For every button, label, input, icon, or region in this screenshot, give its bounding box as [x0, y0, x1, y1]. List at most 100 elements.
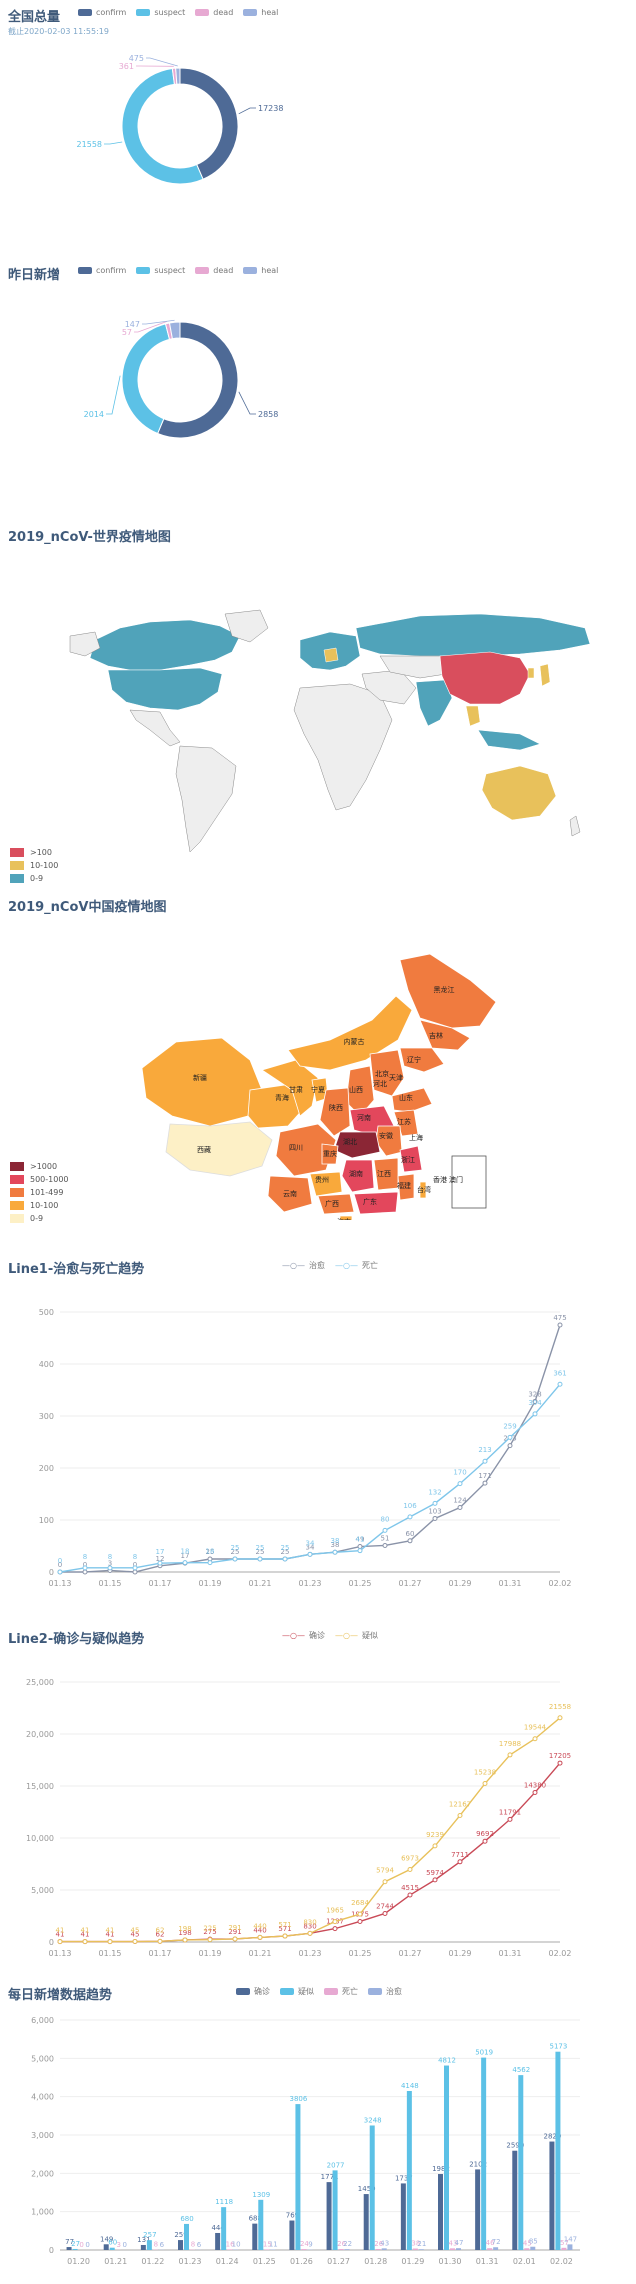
series-line-确诊[interactable]: [60, 1762, 561, 1943]
map-region-germany[interactable]: [323, 647, 339, 663]
data-point[interactable]: [507, 1443, 513, 1449]
legend-item-heal[interactable]: heal: [243, 266, 278, 275]
data-point[interactable]: [557, 1322, 563, 1328]
map-region-yunnan[interactable]: [267, 1175, 313, 1213]
data-point[interactable]: [332, 1549, 338, 1555]
map-region-greenland[interactable]: [224, 609, 269, 643]
bar-治愈[interactable]: [567, 2244, 573, 2250]
data-point[interactable]: [532, 1736, 538, 1742]
legend-item-dead[interactable]: dead: [195, 266, 233, 275]
map-region-australia[interactable]: [481, 765, 557, 821]
bar-治愈[interactable]: [344, 2249, 350, 2250]
map-region-alaska[interactable]: [69, 631, 101, 657]
legend-item-confirm[interactable]: confirm: [78, 8, 126, 17]
data-point[interactable]: [407, 1866, 413, 1872]
map-region-guangdong[interactable]: [353, 1191, 399, 1215]
data-point[interactable]: [457, 1505, 463, 1511]
legend-item-confirm[interactable]: —○— 确诊: [282, 1631, 325, 1640]
map-region-hainan[interactable]: [339, 1215, 353, 1220]
map-region-shandong[interactable]: [391, 1087, 433, 1113]
data-point[interactable]: [457, 1481, 463, 1487]
map-region-canada[interactable]: [89, 619, 241, 671]
bar-疑似[interactable]: [72, 2248, 78, 2250]
bar-确诊[interactable]: [289, 2220, 295, 2250]
bar-死亡[interactable]: [487, 2248, 493, 2250]
legend-item-suspect[interactable]: 疑似: [280, 1986, 314, 1997]
bar-确诊[interactable]: [438, 2174, 443, 2250]
data-point[interactable]: [332, 1919, 338, 1925]
donut-slice-suspect[interactable]: [121, 67, 204, 185]
legend-item-suspect[interactable]: suspect: [136, 266, 185, 275]
line1-legend[interactable]: —○— 治愈 —○— 死亡: [282, 1260, 378, 1271]
bar-确诊[interactable]: [549, 2141, 555, 2250]
china-legend-1[interactable]: >1000: [10, 1160, 69, 1173]
bar-治愈[interactable]: [493, 2247, 499, 2250]
bar-死亡[interactable]: [338, 2249, 344, 2250]
data-point[interactable]: [357, 1911, 363, 1917]
legend-item-heal[interactable]: —○— 治愈: [282, 1261, 325, 1270]
bar-疑似[interactable]: [444, 2065, 449, 2250]
data-point[interactable]: [357, 1548, 363, 1554]
data-point[interactable]: [257, 1556, 263, 1562]
data-point[interactable]: [482, 1838, 488, 1844]
map-region-africa[interactable]: [293, 683, 393, 811]
bar-确诊[interactable]: [103, 2244, 109, 2250]
data-point[interactable]: [107, 1565, 113, 1571]
data-point[interactable]: [57, 1569, 63, 1575]
world-legend-low[interactable]: 0-9: [10, 872, 58, 885]
data-point[interactable]: [57, 1939, 63, 1945]
world-map[interactable]: [0, 570, 636, 870]
china-legend-5[interactable]: 0-9: [10, 1212, 69, 1225]
map-region-china[interactable]: [439, 651, 531, 705]
data-point[interactable]: [407, 1892, 413, 1898]
donut-slice-confirm[interactable]: [156, 321, 239, 439]
bar-确诊[interactable]: [512, 2150, 518, 2250]
data-point[interactable]: [232, 1556, 238, 1562]
bar-死亡[interactable]: [561, 2247, 567, 2250]
map-region-xizang[interactable]: [165, 1121, 273, 1177]
data-point[interactable]: [307, 1551, 313, 1557]
map-region-usa[interactable]: [107, 667, 223, 711]
data-point[interactable]: [557, 1715, 563, 1721]
data-point[interactable]: [357, 1918, 363, 1924]
data-point[interactable]: [182, 1560, 188, 1566]
bar-死亡[interactable]: [412, 2248, 418, 2250]
legend-item-confirm[interactable]: confirm: [78, 266, 126, 275]
data-point[interactable]: [82, 1565, 88, 1571]
bar-确诊[interactable]: [252, 2223, 258, 2250]
bar-确诊[interactable]: [140, 2244, 146, 2250]
map-region-south-america[interactable]: [175, 745, 237, 853]
bar-治愈[interactable]: [418, 2249, 424, 2250]
bar-疑似[interactable]: [369, 2125, 375, 2250]
line2-chart[interactable]: 0 5,000 10,000 15,000 20,000 25,000 01.13 01.15…: [0, 1642, 636, 1972]
daily-legend[interactable]: 确诊 疑似 死亡 治愈: [236, 1986, 402, 1997]
map-region-jilin[interactable]: [419, 1019, 471, 1051]
data-point[interactable]: [482, 1458, 488, 1464]
bar-确诊[interactable]: [215, 2232, 221, 2250]
donut-slice-confirm[interactable]: [179, 67, 239, 180]
map-region-new-zealand[interactable]: [569, 815, 581, 837]
map-region-russia[interactable]: [355, 613, 591, 657]
bar-疑似[interactable]: [555, 2051, 561, 2250]
bar-死亡[interactable]: [450, 2248, 455, 2250]
data-point[interactable]: [457, 1812, 463, 1818]
yesterday-legend[interactable]: confirm suspect dead heal: [78, 266, 278, 275]
data-point[interactable]: [107, 1939, 113, 1945]
map-region-neimenggu[interactable]: [287, 995, 413, 1071]
bar-治愈[interactable]: [456, 2248, 461, 2250]
donut-slice-suspect[interactable]: [121, 323, 171, 435]
map-region-hebei[interactable]: [369, 1049, 405, 1097]
data-point[interactable]: [207, 1937, 213, 1943]
map-region-korea[interactable]: [527, 667, 535, 679]
bar-死亡[interactable]: [524, 2248, 530, 2250]
bar-确诊[interactable]: [178, 2240, 183, 2250]
data-point[interactable]: [532, 1789, 538, 1795]
data-point[interactable]: [257, 1934, 263, 1940]
data-point[interactable]: [557, 1760, 563, 1766]
map-region-guizhou[interactable]: [309, 1171, 343, 1197]
data-point[interactable]: [482, 1781, 488, 1787]
map-region-sichuan[interactable]: [275, 1123, 337, 1177]
data-point[interactable]: [432, 1500, 438, 1506]
map-region-central-asia[interactable]: [379, 655, 447, 679]
